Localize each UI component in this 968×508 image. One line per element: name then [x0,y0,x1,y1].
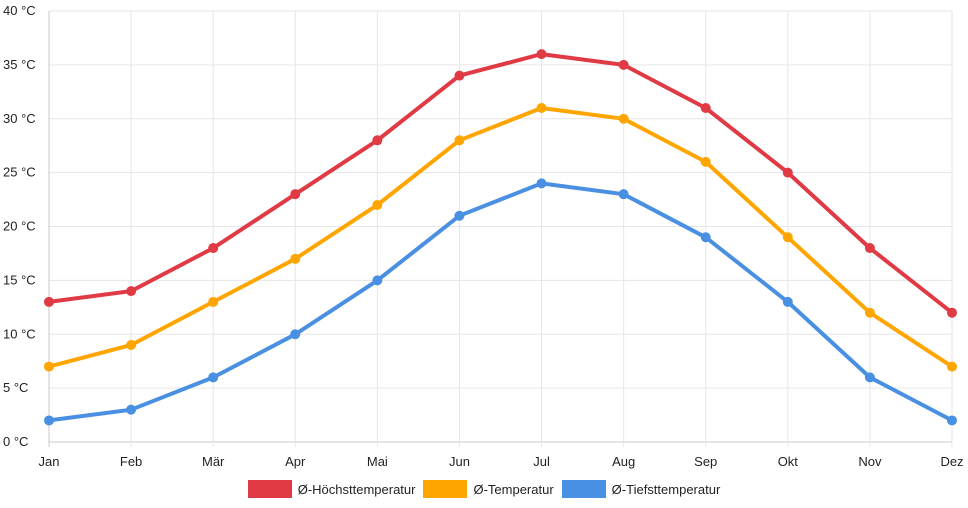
data-point [782,167,793,178]
y-tick-label: 10 °C [3,326,36,341]
data-point [208,243,219,254]
data-point [44,361,54,372]
data-point [290,253,301,264]
data-point [536,178,547,189]
series-line-1 [47,106,954,369]
data-point [947,361,957,372]
legend-swatch-max [247,480,292,498]
data-point [618,189,629,200]
data-point [290,189,301,200]
data-point [864,243,875,254]
data-point [864,307,875,318]
data-point [700,156,711,167]
data-point [126,340,137,351]
y-tick-label: 0 °C [3,434,28,449]
legend-item-avg[interactable]: Ø-Temperatur [423,480,554,498]
data-point [947,307,957,318]
legend-label-max: Ø-Höchsttemperatur [297,481,416,497]
y-tick-label: 5 °C [3,380,28,395]
legend-swatch-avg [423,480,468,498]
legend-item-min[interactable]: Ø-Tiefsttemperatur [561,480,721,498]
data-point [782,296,793,307]
legend-swatch-min [561,480,606,498]
data-point [44,415,54,426]
y-tick-label: 30 °C [3,111,36,126]
legend-item-max[interactable]: Ø-Höchsttemperatur [247,480,416,498]
data-point [372,275,383,286]
data-point [372,135,383,146]
y-axis-ticks: 0 °C 5 °C 10 °C 15 °C 20 °C 25 °C 30 °C 35 °C 40… [3,3,36,449]
legend-label-min: Ø-Tiefsttemperatur [611,481,721,497]
y-tick-label: 40 °C [3,3,36,18]
data-point [618,113,629,124]
data-point [126,404,137,415]
x-tick-label: Jul [533,454,550,469]
grid [48,10,953,447]
data-point [126,286,137,297]
data-point [618,59,629,70]
series-line-2 [47,181,954,423]
data-point [208,372,219,383]
y-tick-label: 20 °C [3,219,36,234]
data-point [454,210,465,221]
data-point [782,232,793,243]
data-point [536,49,547,60]
legend: Ø-Höchsttemperatur Ø-Temperatur Ø-Tiefst… [0,480,968,498]
y-tick-label: 15 °C [3,272,36,287]
x-tick-label: Okt [778,454,799,469]
legend-label-avg: Ø-Temperatur [473,481,554,497]
chart-canvas: 0 °C 5 °C 10 °C 15 °C 20 °C 25 °C 30 °C 35 °C 40… [3,3,964,469]
x-tick-label: Jan [39,454,60,469]
data-point [536,102,547,113]
y-tick-label: 25 °C [3,165,36,180]
series-lines [44,49,957,426]
y-tick-label: 35 °C [3,57,36,72]
x-tick-label: Aug [612,454,635,469]
data-point [947,415,957,426]
series-line-0 [47,52,954,315]
data-point [454,135,465,146]
x-tick-label: Apr [285,454,306,469]
data-point [290,329,301,340]
x-tick-label: Mai [367,454,388,469]
x-axis-ticks: Jan Feb Mär Apr Mai Jun Jul Aug Sep Okt Nov Dez [39,454,964,469]
x-tick-label: Dez [940,454,963,469]
x-tick-label: Feb [120,454,142,469]
data-point [208,296,219,307]
x-tick-label: Nov [858,454,882,469]
x-tick-label: Mär [202,454,225,469]
x-tick-label: Sep [694,454,717,469]
data-point [454,70,465,81]
data-point [700,232,711,243]
data-point [44,296,54,307]
data-point [700,102,711,113]
data-point [864,372,875,383]
data-point [372,199,383,210]
x-tick-label: Jun [449,454,470,469]
